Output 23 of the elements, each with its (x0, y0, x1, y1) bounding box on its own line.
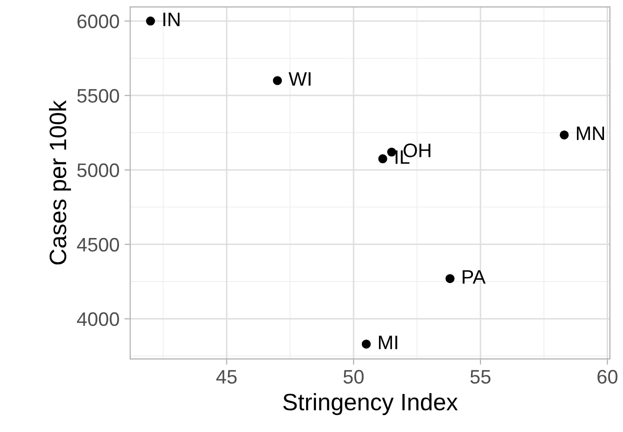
x-tick-label: 45 (216, 370, 237, 384)
annotation: MI (378, 336, 398, 350)
annotation: WI (288, 72, 310, 86)
annotation: IN (163, 12, 180, 26)
x-tick-label: 60 (598, 370, 618, 384)
point (362, 340, 371, 349)
y-axis-title: Cases per 100k (48, 100, 71, 264)
point (560, 130, 569, 140)
point (387, 148, 396, 157)
annotation: MN (576, 126, 604, 140)
point (146, 16, 156, 26)
y-tick-label: 4000 (76, 312, 120, 326)
point (272, 76, 282, 86)
point (378, 154, 388, 164)
annotation: PA (462, 270, 486, 284)
y-tick-label: 4500 (76, 238, 120, 252)
x-tick-label: 55 (470, 370, 490, 384)
y-tick-label: 5500 (77, 88, 120, 103)
x-axis-title: Stringency Index (283, 393, 458, 416)
point (446, 274, 455, 284)
y-tick-label: 5000 (77, 163, 120, 178)
x-tick-label: 50 (344, 370, 364, 384)
y-tick-label: 6000 (78, 14, 120, 28)
